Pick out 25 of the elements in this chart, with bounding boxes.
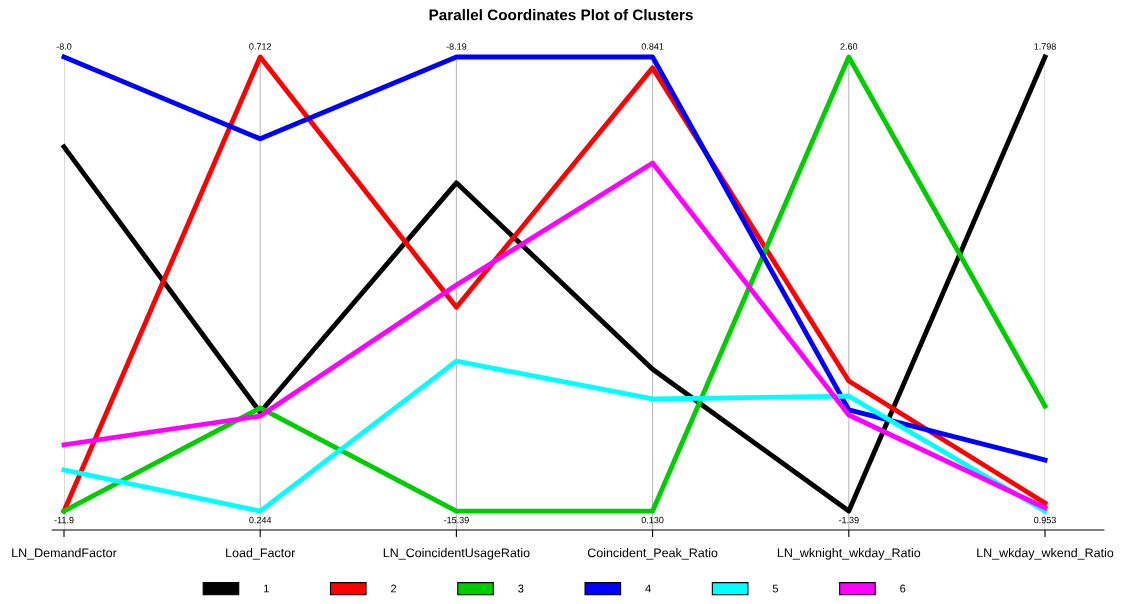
legend-label: 4 bbox=[645, 584, 651, 593]
legend-label: 5 bbox=[772, 584, 779, 593]
annotation: -11.9 bbox=[54, 516, 74, 524]
x-tick-label: Load_Factor bbox=[226, 548, 296, 560]
legend-label: 3 bbox=[518, 584, 524, 593]
annotation: 0.244 bbox=[249, 516, 272, 524]
annotation: 0.130 bbox=[641, 516, 664, 524]
annotation: 0.712 bbox=[249, 43, 272, 50]
annotation: -15.39 bbox=[444, 516, 469, 524]
legend-label: 2 bbox=[391, 584, 397, 593]
x-tick-label: LN_wkday_wkend_Ratio bbox=[977, 548, 1114, 560]
x-tick-label: LN_CoincidentUsageRatio bbox=[383, 548, 530, 560]
x-tick-label: LN_DemandFactor bbox=[12, 548, 117, 560]
annotation: -8.0 bbox=[56, 43, 72, 50]
annotation: 0.841 bbox=[641, 43, 664, 50]
annotation: 1.798 bbox=[1034, 43, 1056, 50]
x-tick-label: Coincident_Peak_Ratio bbox=[587, 548, 718, 560]
chart-title: Parallel Coordinates Plot of Clusters bbox=[429, 9, 693, 21]
annotation: -8.19 bbox=[446, 43, 467, 50]
annotation: 0.953 bbox=[1034, 516, 1056, 524]
legend-label: 6 bbox=[900, 584, 906, 593]
annotation: -1.39 bbox=[838, 516, 859, 524]
annotation: 2.60 bbox=[840, 43, 858, 50]
legend-label: 1 bbox=[264, 584, 269, 593]
x-tick-label: LN_wknight_wkday_Ratio bbox=[777, 548, 921, 560]
